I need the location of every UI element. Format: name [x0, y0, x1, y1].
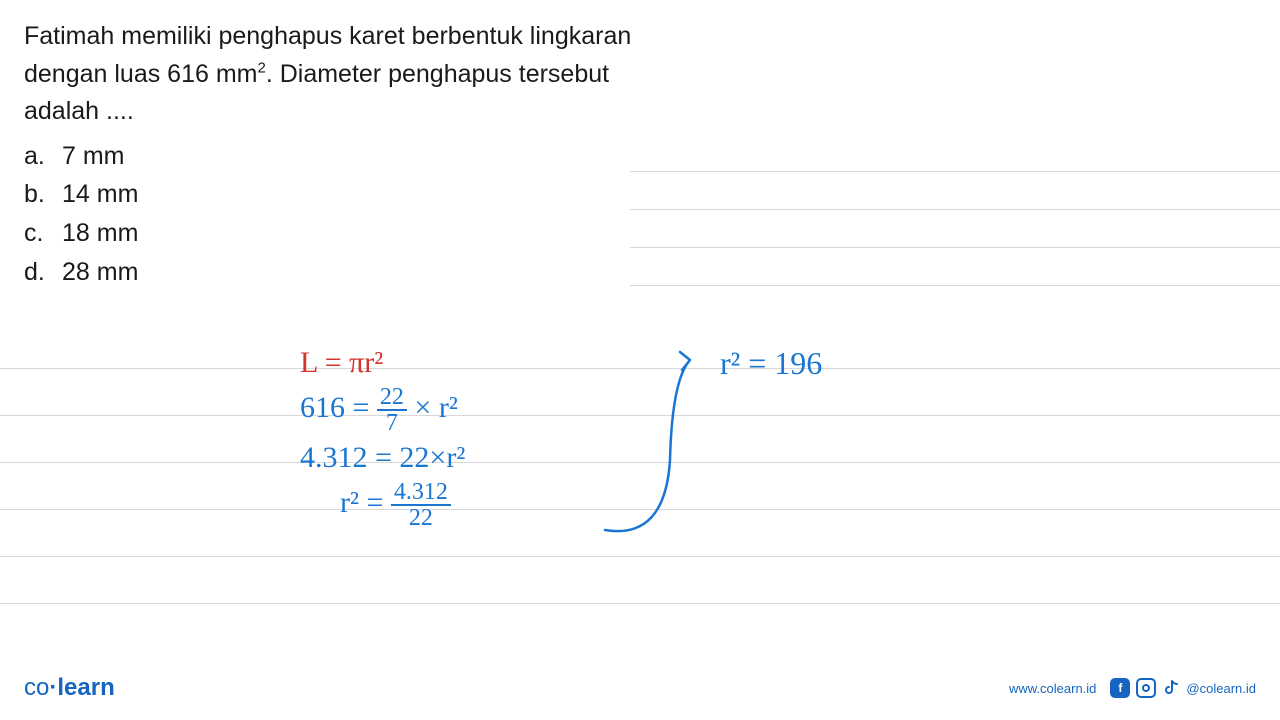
q2-post: . Diameter penghapus tersebut: [266, 60, 609, 88]
step1-left: 616 =: [300, 391, 369, 424]
social-icons: f @colearn.id: [1110, 678, 1256, 698]
ruled-line: [630, 248, 1280, 286]
q2-sup: 2: [257, 59, 265, 76]
facebook-icon: f: [1110, 678, 1130, 698]
ruled-line: [630, 134, 1280, 172]
fraction-result: 4.312 22: [391, 480, 451, 530]
frac-num: 22: [377, 385, 407, 411]
tiktok-icon: [1162, 679, 1180, 697]
option-text: 28 mm: [62, 253, 138, 292]
logo-co: co: [24, 674, 49, 701]
frac-num: 4.312: [391, 480, 451, 506]
social-handle: @colearn.id: [1186, 681, 1256, 696]
step3-left: r² =: [340, 486, 383, 519]
result-r2: r² = 196: [720, 345, 822, 382]
footer: co·learn www.colearn.id f @colearn.id: [0, 674, 1280, 702]
q2-pre: dengan luas 616 mm: [24, 60, 257, 88]
frac-den: 22: [409, 506, 433, 530]
website-url: www.colearn.id: [1009, 681, 1096, 696]
arrow-curve: [590, 340, 740, 560]
ruled-lines-partial: [630, 134, 1280, 286]
ruled-line: [0, 557, 1280, 604]
instagram-icon: [1136, 678, 1156, 698]
question-line-1: Fatimah memiliki penghapus karet berbent…: [24, 18, 1256, 56]
ruled-line: [630, 172, 1280, 210]
ruled-line: [630, 210, 1280, 248]
question-line-3: adalah ....: [24, 93, 1256, 131]
option-letter: d.: [24, 253, 62, 292]
option-text: 18 mm: [62, 214, 138, 253]
option-letter: c.: [24, 214, 62, 253]
question-line-2: dengan luas 616 mm2. Diameter penghapus …: [24, 56, 1256, 94]
footer-right: www.colearn.id f @colearn.id: [1009, 678, 1256, 698]
logo-learn: learn: [57, 674, 114, 701]
option-letter: a.: [24, 137, 62, 176]
option-text: 7 mm: [62, 137, 125, 176]
frac-den: 7: [386, 411, 398, 435]
fraction-22-7: 22 7: [377, 385, 407, 435]
option-text: 14 mm: [62, 175, 138, 214]
logo: co·learn: [24, 674, 115, 702]
option-letter: b.: [24, 175, 62, 214]
step1-right: × r²: [414, 391, 457, 424]
